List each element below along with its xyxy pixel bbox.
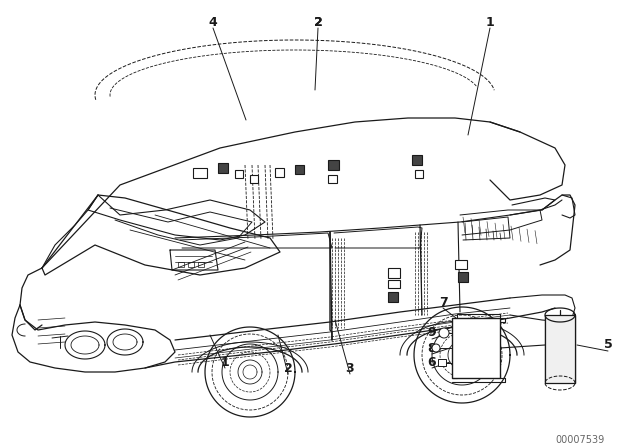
Text: 4: 4 xyxy=(209,16,218,29)
Bar xyxy=(275,168,284,177)
Bar xyxy=(198,262,204,267)
Bar xyxy=(458,272,468,282)
Text: 2: 2 xyxy=(314,16,323,29)
Bar xyxy=(388,292,398,302)
Bar xyxy=(328,175,337,183)
Text: 6: 6 xyxy=(428,356,436,369)
Text: 3: 3 xyxy=(346,362,355,375)
Bar xyxy=(178,262,184,267)
Bar xyxy=(455,260,467,269)
Bar xyxy=(250,175,258,183)
Bar xyxy=(545,315,575,383)
Bar xyxy=(415,170,423,178)
Text: 8: 8 xyxy=(428,341,436,354)
Bar xyxy=(452,318,500,378)
Bar xyxy=(193,168,207,178)
Bar xyxy=(388,280,400,288)
Text: 9: 9 xyxy=(428,327,436,340)
Bar xyxy=(235,170,243,178)
Text: 5: 5 xyxy=(604,339,612,352)
Text: 00007539: 00007539 xyxy=(556,435,605,445)
Bar xyxy=(218,163,228,173)
Circle shape xyxy=(432,344,440,352)
Text: 2: 2 xyxy=(314,16,323,29)
Bar xyxy=(388,268,400,278)
Text: 7: 7 xyxy=(438,296,447,309)
Bar xyxy=(328,160,339,170)
Bar xyxy=(412,155,422,165)
Text: 1: 1 xyxy=(486,16,494,29)
Text: 1: 1 xyxy=(221,356,229,369)
Bar xyxy=(438,359,446,366)
Bar xyxy=(295,165,304,174)
Text: 2: 2 xyxy=(284,362,292,375)
Circle shape xyxy=(439,328,449,338)
Bar xyxy=(188,262,194,267)
